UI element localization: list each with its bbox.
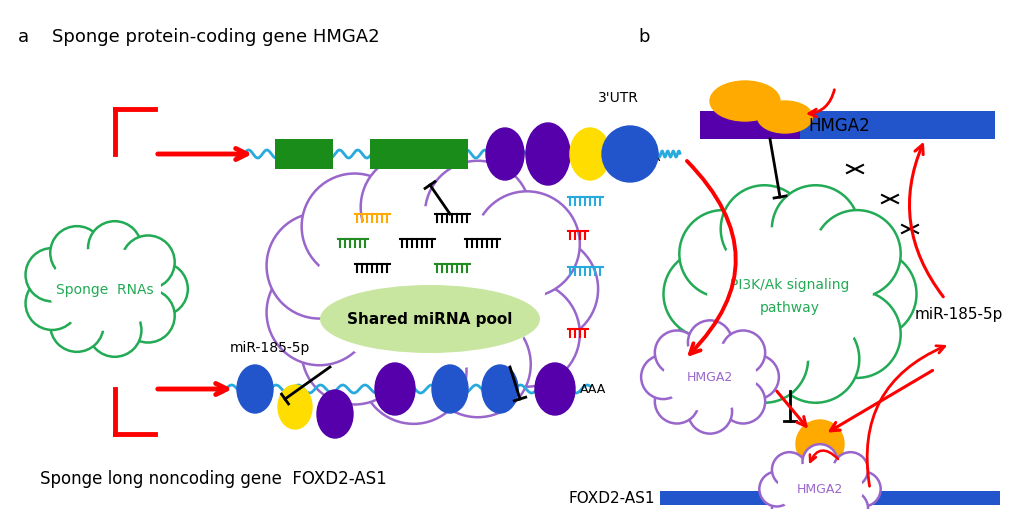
Ellipse shape [49, 248, 161, 331]
Circle shape [88, 304, 142, 357]
Text: Sponge  RNAs: Sponge RNAs [56, 282, 154, 296]
Circle shape [302, 174, 407, 280]
Ellipse shape [315, 207, 545, 372]
Circle shape [25, 248, 78, 302]
Ellipse shape [278, 385, 312, 429]
Circle shape [771, 491, 806, 509]
Text: Sponge protein-coding gene HMGA2: Sponge protein-coding gene HMGA2 [52, 28, 379, 46]
Ellipse shape [706, 226, 872, 363]
FancyBboxPatch shape [370, 140, 468, 169]
Circle shape [50, 227, 104, 280]
Ellipse shape [317, 390, 353, 438]
Circle shape [88, 222, 142, 275]
Circle shape [679, 291, 766, 378]
Circle shape [828, 251, 916, 338]
Ellipse shape [375, 363, 415, 415]
Circle shape [361, 319, 466, 424]
Circle shape [734, 355, 779, 399]
Circle shape [474, 281, 579, 387]
Text: PI3K/Ak signaling: PI3K/Ak signaling [730, 277, 849, 292]
Circle shape [771, 316, 858, 403]
Circle shape [802, 444, 837, 479]
Text: a: a [18, 28, 30, 46]
FancyBboxPatch shape [275, 140, 332, 169]
Circle shape [771, 186, 858, 273]
Circle shape [679, 211, 766, 298]
Ellipse shape [485, 129, 524, 181]
Ellipse shape [526, 124, 570, 186]
Text: b: b [637, 28, 649, 46]
Circle shape [687, 321, 732, 365]
Circle shape [720, 380, 764, 423]
Text: HMGA2: HMGA2 [807, 117, 869, 135]
Circle shape [812, 211, 900, 298]
Ellipse shape [757, 102, 812, 134]
Text: FOXD2-AS1: FOXD2-AS1 [568, 491, 654, 505]
Circle shape [833, 453, 867, 487]
Circle shape [654, 380, 698, 423]
Ellipse shape [320, 286, 539, 353]
Ellipse shape [482, 365, 518, 413]
Circle shape [25, 277, 78, 330]
Ellipse shape [432, 365, 468, 413]
Circle shape [425, 161, 530, 267]
Text: HMGA2: HMGA2 [686, 371, 733, 384]
Ellipse shape [662, 343, 756, 412]
Circle shape [687, 390, 732, 434]
Ellipse shape [776, 462, 862, 509]
Circle shape [845, 472, 879, 506]
Circle shape [720, 331, 764, 375]
Circle shape [601, 127, 657, 183]
FancyBboxPatch shape [809, 467, 829, 505]
Ellipse shape [709, 82, 780, 122]
Circle shape [492, 237, 597, 342]
Circle shape [771, 453, 806, 487]
FancyBboxPatch shape [659, 491, 999, 505]
Circle shape [302, 299, 407, 405]
Circle shape [425, 312, 530, 417]
Circle shape [474, 192, 579, 298]
Ellipse shape [535, 363, 575, 415]
Circle shape [662, 251, 750, 338]
Circle shape [802, 499, 837, 509]
FancyBboxPatch shape [799, 112, 994, 140]
Text: Shared miRNA pool: Shared miRNA pool [347, 312, 513, 327]
Circle shape [135, 263, 187, 316]
Circle shape [812, 291, 900, 378]
Circle shape [121, 290, 174, 343]
Circle shape [833, 491, 867, 509]
Circle shape [266, 213, 372, 319]
Ellipse shape [570, 129, 609, 181]
Text: Sponge long noncoding gene  FOXD2-AS1: Sponge long noncoding gene FOXD2-AS1 [40, 469, 386, 487]
Text: 3'UTR: 3'UTR [597, 91, 638, 105]
Text: pathway: pathway [759, 300, 819, 315]
Circle shape [720, 316, 807, 403]
Text: AAA: AAA [580, 383, 605, 395]
Text: HMGA2: HMGA2 [796, 483, 843, 496]
Text: AAA: AAA [635, 151, 660, 164]
Circle shape [50, 299, 104, 352]
Circle shape [266, 260, 372, 365]
Circle shape [654, 331, 698, 375]
Circle shape [121, 236, 174, 289]
Text: miR-185-5p: miR-185-5p [229, 341, 310, 354]
FancyBboxPatch shape [699, 112, 799, 140]
Text: miR-185-5p: miR-185-5p [914, 307, 1003, 322]
Ellipse shape [236, 365, 273, 413]
Circle shape [720, 186, 807, 273]
Circle shape [758, 472, 794, 506]
Circle shape [641, 355, 685, 399]
Circle shape [795, 420, 843, 468]
Circle shape [361, 155, 466, 261]
